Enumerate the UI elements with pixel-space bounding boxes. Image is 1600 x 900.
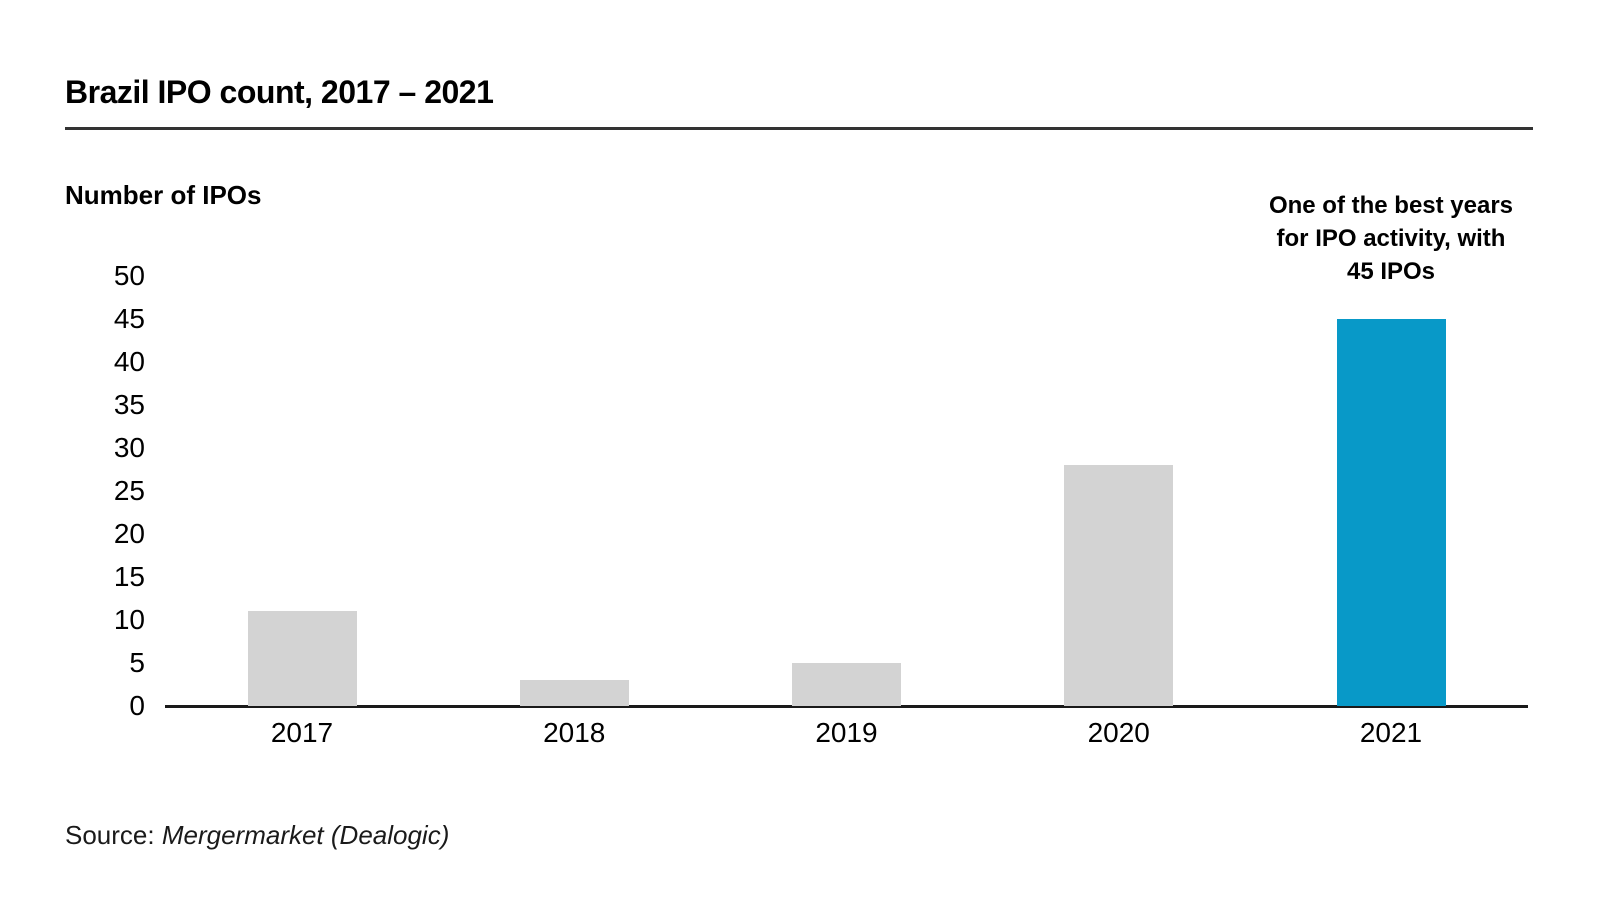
- x-tick-label-2021: 2021: [1359, 717, 1423, 748]
- source-label: Source:: [65, 820, 155, 850]
- x-tick-label-2020: 2020: [1087, 717, 1150, 748]
- y-tick-label-25: 25: [113, 475, 145, 506]
- annotation-line: 45 IPOs: [1346, 258, 1436, 285]
- chart-annotation: One of the best years for IPO activity, w…: [1211, 189, 1571, 288]
- x-tick-label-2018: 2018: [543, 717, 606, 748]
- source-line: Source: Mergermarket (Dealogic): [65, 820, 449, 851]
- x-tick-label-2019: 2019: [815, 717, 878, 748]
- y-tick-label-5: 5: [129, 647, 145, 678]
- y-tick-label-50: 50: [113, 260, 145, 291]
- bar-2021: [1336, 319, 1446, 706]
- x-tick-label-2017: 2017: [270, 717, 334, 748]
- bar-2018: [519, 680, 629, 706]
- bar-2020: [1064, 465, 1174, 706]
- y-tick-label-0: 0: [129, 690, 145, 721]
- y-tick-label-45: 45: [113, 303, 145, 334]
- y-tick-label-20: 20: [113, 518, 145, 549]
- page-title: Brazil IPO count, 2017 – 2021: [65, 74, 494, 110]
- y-tick-label-35: 35: [113, 389, 145, 420]
- y-tick-label-15: 15: [113, 561, 145, 592]
- annotation-line: for IPO activity, with: [1276, 225, 1506, 252]
- x-axis-line: [165, 705, 1528, 708]
- title-divider-rule: [65, 127, 1533, 130]
- y-tick-label-10: 10: [113, 604, 145, 635]
- y-tick-label-40: 40: [113, 346, 145, 377]
- source-value: Mergermarket (Dealogic): [161, 820, 450, 850]
- bar-2019: [792, 663, 901, 706]
- bar-2017: [247, 611, 357, 706]
- annotation-line: One of the best years: [1268, 192, 1514, 219]
- y-axis-label: Number of IPOs: [65, 180, 262, 210]
- y-tick-label-30: 30: [113, 432, 145, 463]
